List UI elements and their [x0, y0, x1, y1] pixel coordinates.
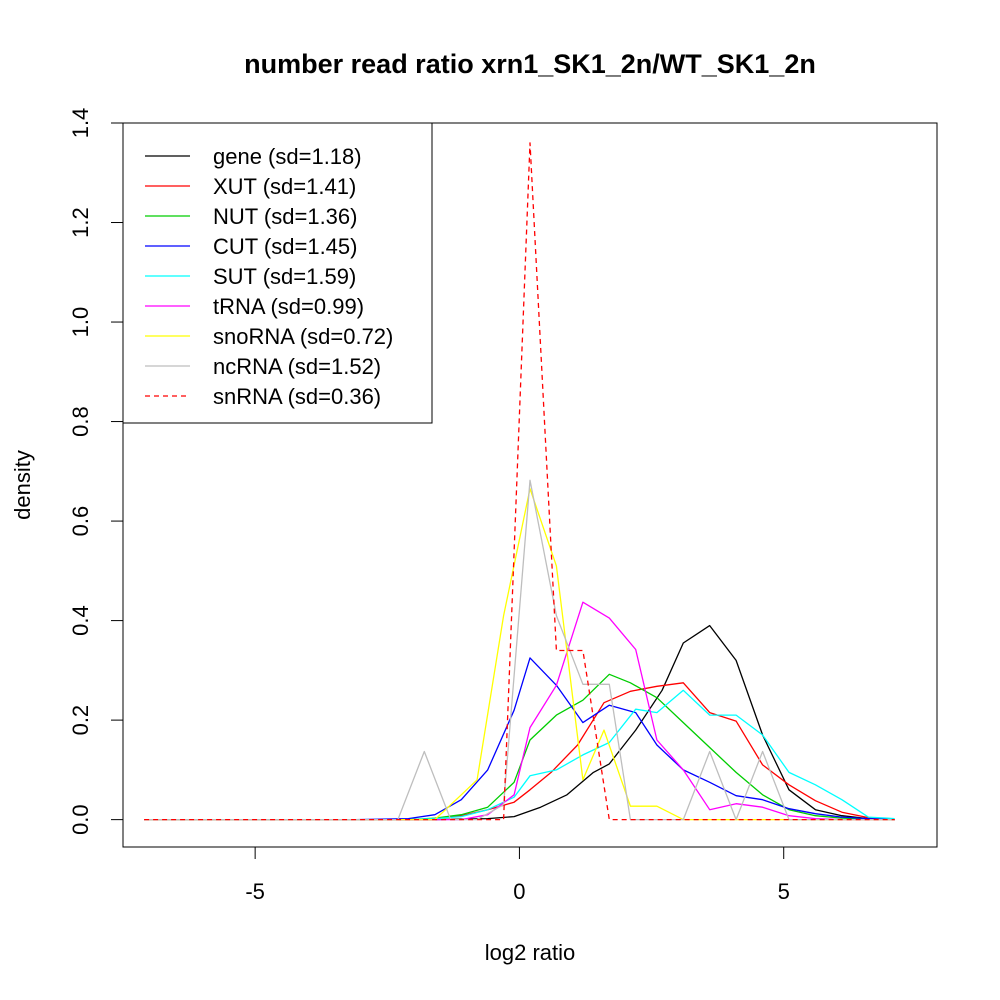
- y-tick-label: 1.4: [68, 108, 93, 139]
- y-tick-label: 0.6: [68, 506, 93, 537]
- series-line-8: [144, 142, 895, 821]
- y-tick-label: 1.0: [68, 307, 93, 338]
- y-tick-label: 0.0: [68, 804, 93, 835]
- legend-label-2: NUT (sd=1.36): [213, 204, 357, 229]
- legend-box: [122, 122, 433, 424]
- legend-label-4: SUT (sd=1.59): [213, 264, 356, 289]
- series-line-5: [144, 601, 895, 821]
- y-axis-label: density: [10, 450, 35, 520]
- x-axis: -5 0 5: [245, 846, 790, 904]
- legend-label-3: CUT (sd=1.45): [213, 234, 357, 259]
- chart-title: number read ratio xrn1_SK1_2n/WT_SK1_2n: [244, 49, 816, 79]
- legend-label-1: XUT (sd=1.41): [213, 174, 356, 199]
- y-tick-label: 1.2: [68, 207, 93, 238]
- y-tick-label: 0.2: [68, 705, 93, 736]
- y-tick-label: 0.4: [68, 605, 93, 636]
- legend-label-0: gene (sd=1.18): [213, 144, 362, 169]
- y-tick-label: 0.8: [68, 406, 93, 437]
- legend-label-8: snRNA (sd=0.36): [213, 384, 381, 409]
- x-tick-label: -5: [245, 879, 265, 904]
- x-tick-label: 5: [778, 879, 790, 904]
- y-axis: 0.0 0.2 0.4 0.6 0.8 1.0 1.2 1.4: [68, 108, 124, 835]
- legend-label-6: snoRNA (sd=0.72): [213, 324, 393, 349]
- series-line-3: [144, 657, 895, 821]
- plot-lines: [144, 142, 895, 821]
- legend-label-7: ncRNA (sd=1.52): [213, 354, 381, 379]
- x-tick-label: 0: [513, 879, 525, 904]
- x-axis-label: log2 ratio: [485, 940, 576, 965]
- legend-label-5: tRNA (sd=0.99): [213, 294, 364, 319]
- series-line-1: [144, 682, 895, 821]
- legend: gene (sd=1.18) XUT (sd=1.41) NUT (sd=1.36)…: [122, 122, 433, 424]
